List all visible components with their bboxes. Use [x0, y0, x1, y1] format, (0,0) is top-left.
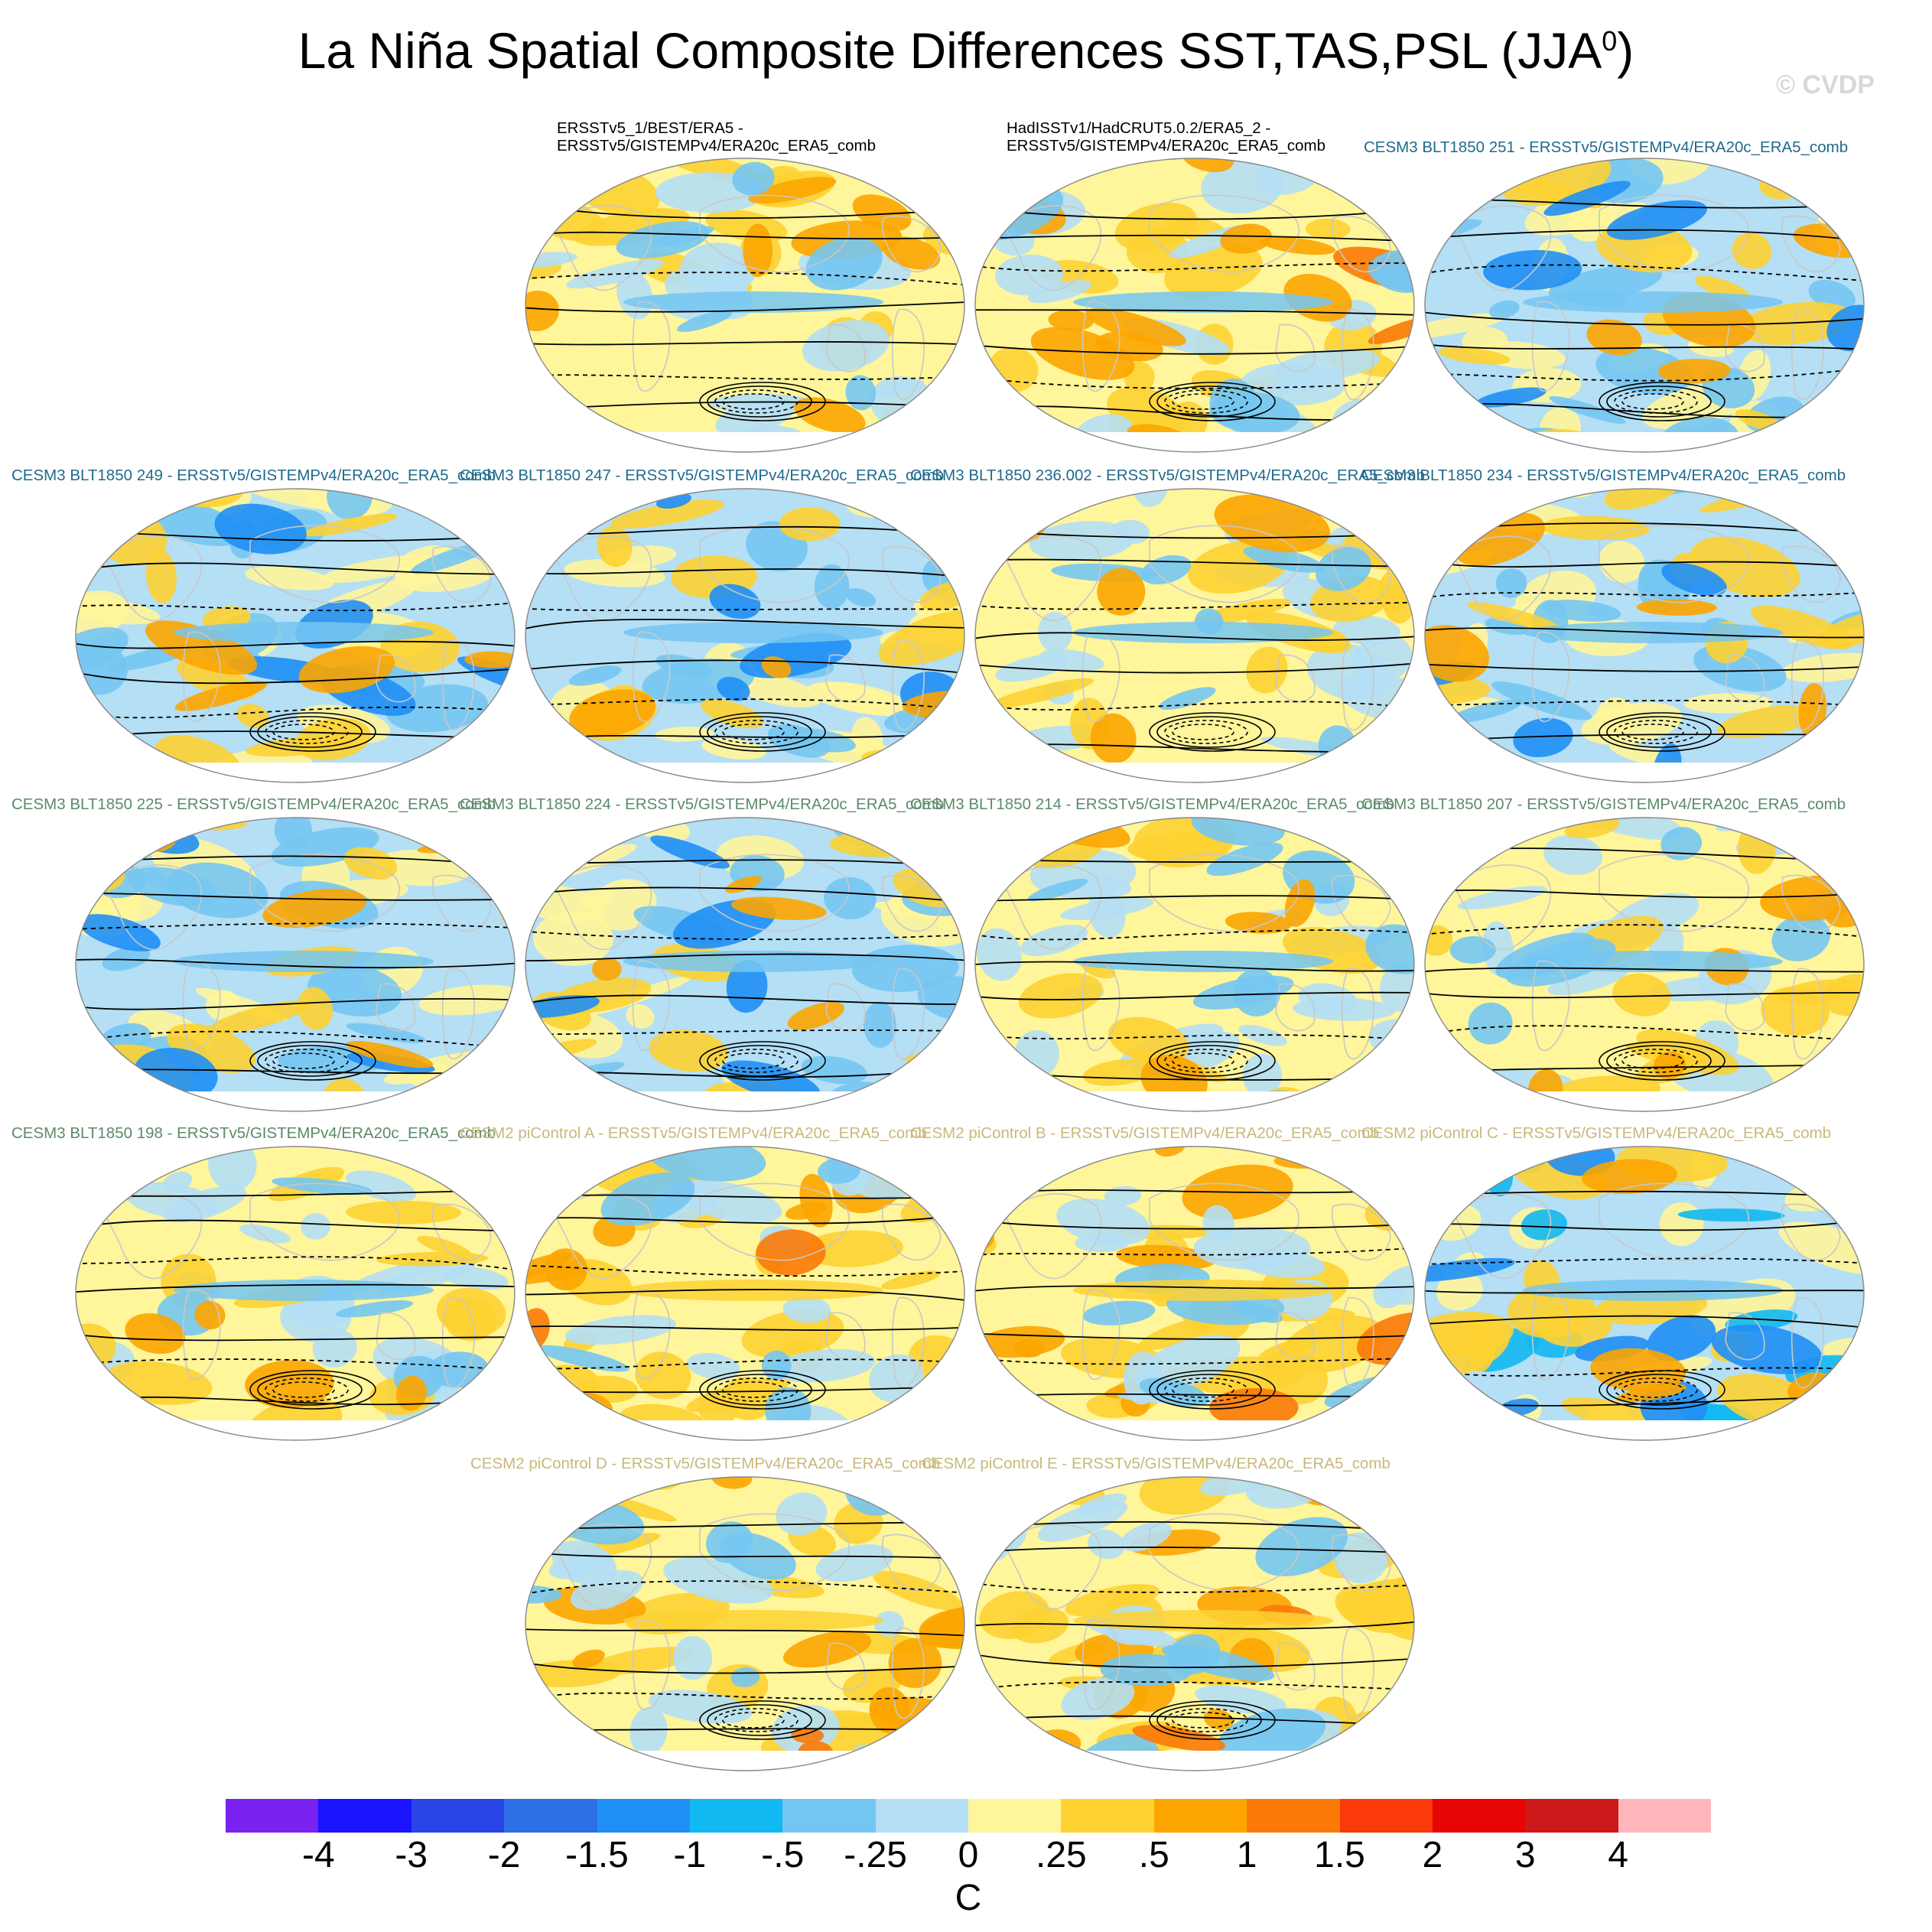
colorbar-tick-label: 0	[958, 1835, 979, 1875]
global-map-panel	[524, 487, 966, 784]
panel-title: CESM3 BLT1850 225 - ERSSTv5/GISTEMPv4/ER…	[11, 795, 496, 813]
colorbar-swatch	[226, 1799, 319, 1833]
robinson-map	[525, 488, 965, 783]
colorbar-swatch	[782, 1799, 876, 1833]
colorbar-swatch	[968, 1799, 1062, 1833]
colorbar-tick-label: .5	[1138, 1835, 1169, 1875]
global-map-panel	[974, 157, 1416, 454]
robinson-map	[974, 817, 1415, 1112]
colorbar-tick-label: -4	[302, 1835, 335, 1875]
robinson-map	[974, 158, 1415, 453]
panel-title: CESM3 BLT1850 236.002 - ERSSTv5/GISTEMPv…	[910, 467, 1426, 484]
panel-title: CESM3 BLT1850 224 - ERSSTv5/GISTEMPv4/ER…	[460, 795, 945, 813]
global-map-panel	[1423, 816, 1865, 1113]
figure-title: La Niña Spatial Composite Differences SS…	[298, 22, 1634, 79]
colorbar-tick-label: 1.5	[1314, 1835, 1365, 1875]
colorbar-tick-label: 1	[1236, 1835, 1257, 1875]
robinson-map	[974, 1146, 1415, 1441]
colorbar-swatch	[1247, 1799, 1340, 1833]
global-map-panel	[974, 1475, 1416, 1772]
colorbar-tick-label: -.25	[844, 1835, 907, 1875]
colorbar-tick-label: -1	[673, 1835, 707, 1875]
robinson-map	[75, 488, 516, 783]
colorbar-swatch	[689, 1799, 783, 1833]
robinson-map	[974, 1476, 1415, 1771]
panel-title: CESM3 BLT1850 198 - ERSSTv5/GISTEMPv4/ER…	[11, 1124, 496, 1142]
panel-title: CESM2 piControl E - ERSSTv5/GISTEMPv4/ER…	[922, 1455, 1390, 1472]
panel-title: HadISSTv1/HadCRUT5.0.2/ERA5_2 - ERSSTv5/…	[1007, 119, 1325, 154]
panel-title: ERSSTv5_1/BEST/ERA5 - ERSSTv5/GISTEMPv4/…	[557, 119, 876, 154]
colorbar-tick-label: -.5	[761, 1835, 805, 1875]
global-map-panel	[524, 1475, 966, 1772]
colorbar-swatch	[1153, 1799, 1247, 1833]
robinson-map	[1424, 817, 1865, 1112]
global-map-panel	[974, 487, 1416, 784]
global-map-panel	[524, 1145, 966, 1442]
colorbar-tick-label: -1.5	[565, 1835, 629, 1875]
colorbar-swatch	[1432, 1799, 1526, 1833]
panel-title: CESM2 piControl B - ERSSTv5/GISTEMPv4/ER…	[910, 1124, 1379, 1142]
global-map-panel	[1423, 157, 1865, 454]
robinson-map	[525, 817, 965, 1112]
robinson-map	[1424, 158, 1865, 453]
panel-title: CESM2 piControl D - ERSSTv5/GISTEMPv4/ER…	[470, 1455, 941, 1472]
colorbar-swatch	[504, 1799, 597, 1833]
colorbar-tick-label: .25	[1036, 1835, 1087, 1875]
panel-title: CESM3 BLT1850 214 - ERSSTv5/GISTEMPv4/ER…	[910, 795, 1395, 813]
global-map-panel	[74, 487, 516, 784]
panel-title: CESM3 BLT1850 251 - ERSSTv5/GISTEMPv4/ER…	[1364, 138, 1849, 156]
colorbar-swatch	[318, 1799, 411, 1833]
global-map-panel	[74, 816, 516, 1113]
global-map-panel	[1423, 1145, 1865, 1442]
panel-title: CESM2 piControl A - ERSSTv5/GISTEMPv4/ER…	[460, 1124, 927, 1142]
colorbar-swatch	[1339, 1799, 1433, 1833]
robinson-map	[1424, 1146, 1865, 1441]
global-map-panel	[974, 1145, 1416, 1442]
panel-title: CESM3 BLT1850 234 - ERSSTv5/GISTEMPv4/ER…	[1361, 467, 1846, 484]
global-map-panel	[974, 816, 1416, 1113]
global-map-panel	[74, 1145, 516, 1442]
colorbar-tick-label: 3	[1514, 1835, 1536, 1875]
panel-title: CESM3 BLT1850 207 - ERSSTv5/GISTEMPv4/ER…	[1361, 795, 1846, 813]
panel-title: CESM2 piControl C - ERSSTv5/GISTEMPv4/ER…	[1361, 1124, 1832, 1142]
colorbar-swatch	[1525, 1799, 1618, 1833]
colorbar-swatch	[597, 1799, 690, 1833]
robinson-map	[1424, 488, 1865, 783]
colorbar-tick-label: 2	[1422, 1835, 1443, 1875]
global-map-panel	[524, 157, 966, 454]
robinson-map	[75, 1146, 516, 1441]
colorbar	[226, 1799, 1711, 1833]
cvdp-watermark: © CVDP	[1776, 70, 1875, 99]
colorbar-unit: C	[955, 1878, 982, 1918]
robinson-map	[525, 158, 965, 453]
colorbar-swatch	[875, 1799, 968, 1833]
global-map-panel	[1423, 487, 1865, 784]
colorbar-tick-label: -2	[487, 1835, 521, 1875]
robinson-map	[75, 817, 516, 1112]
robinson-map	[525, 1146, 965, 1441]
panel-title: CESM3 BLT1850 249 - ERSSTv5/GISTEMPv4/ER…	[11, 467, 496, 484]
colorbar-tick-label: 4	[1608, 1835, 1628, 1875]
global-map-panel	[524, 816, 966, 1113]
colorbar-swatch	[1618, 1799, 1711, 1833]
colorbar-swatch	[1061, 1799, 1154, 1833]
colorbar-swatch	[411, 1799, 505, 1833]
robinson-map	[974, 488, 1415, 783]
panel-title: CESM3 BLT1850 247 - ERSSTv5/GISTEMPv4/ER…	[460, 467, 945, 484]
colorbar-tick-label: -3	[395, 1835, 428, 1875]
robinson-map	[525, 1476, 965, 1771]
